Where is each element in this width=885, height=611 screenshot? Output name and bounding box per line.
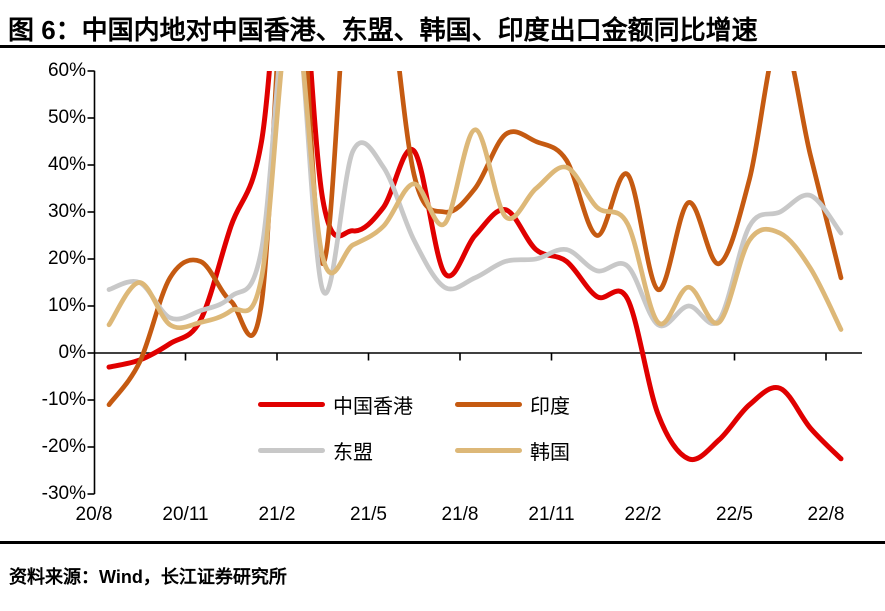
legend-line-swatch-icon — [455, 447, 522, 453]
legend-label: 韩国 — [530, 441, 570, 464]
series-line-cn-hongkong — [106, 71, 844, 463]
y-axis-label: -10% — [41, 389, 86, 410]
y-axis-label: 0% — [58, 342, 86, 363]
title-underline — [0, 45, 885, 48]
figure-title: 图 6：中国内地对中国香港、东盟、韩国、印度出口金额同比增速 — [8, 15, 758, 45]
x-axis-label: 20/8 — [75, 504, 113, 525]
legend-line-swatch-icon — [258, 401, 325, 407]
x-axis-label: 20/11 — [162, 504, 209, 525]
x-axis-label: 21/5 — [350, 504, 387, 525]
line-chart: 60% 50% 40% 30% 20% 10% 0% -10% -20% -30% 20/8 20/… — [0, 48, 885, 540]
legend-line-swatch-icon — [258, 447, 325, 453]
legend-label: 印度 — [530, 395, 570, 418]
y-axis-label: 50% — [47, 107, 86, 128]
series-line-korea — [106, 71, 844, 332]
x-axis-label: 22/8 — [807, 504, 845, 525]
x-axis-label: 22/2 — [624, 504, 662, 525]
x-axis-label: 22/5 — [716, 504, 753, 525]
legend-line-swatch-icon — [455, 401, 522, 407]
legend-label: 东盟 — [333, 441, 373, 464]
y-axis-label: 30% — [47, 201, 86, 222]
series-lines — [106, 71, 844, 463]
footer-divider — [0, 541, 885, 544]
legend-item-india: 印度 — [455, 391, 570, 418]
legend-item-asean: 东盟 — [258, 437, 373, 464]
y-axis-label: -30% — [41, 483, 86, 504]
legend-item-korea: 韩国 — [455, 437, 570, 464]
legend-item-cn-hongkong: 中国香港 — [258, 391, 413, 418]
y-axis-label: 40% — [47, 154, 86, 175]
x-axis-label: 21/11 — [528, 504, 575, 525]
y-axis-label: 10% — [47, 295, 86, 316]
x-axis-label: 21/2 — [258, 504, 296, 525]
y-axis-label: -20% — [41, 436, 86, 457]
chart-canvas — [87, 70, 862, 495]
source-note: 资料来源：Wind，长江证券研究所 — [9, 567, 287, 587]
y-axis-label: 20% — [47, 248, 86, 269]
x-axis-label: 21/8 — [441, 504, 479, 525]
y-axis-label: 60% — [47, 60, 86, 81]
legend-label: 中国香港 — [333, 395, 413, 418]
series-line-india — [106, 71, 844, 408]
axes — [87, 70, 862, 495]
